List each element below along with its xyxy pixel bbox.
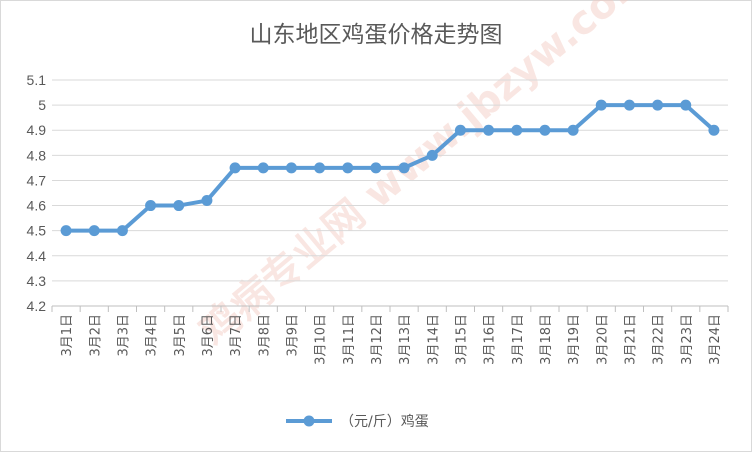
data-point bbox=[145, 200, 157, 212]
data-point bbox=[623, 99, 635, 111]
y-tick-label: 4.5 bbox=[27, 223, 47, 239]
x-tick-label: 3月15日 bbox=[454, 314, 469, 365]
data-point bbox=[342, 162, 354, 174]
data-point bbox=[483, 124, 495, 136]
x-tick-label: 3月3日 bbox=[116, 314, 131, 357]
x-tick-label: 3月22日 bbox=[652, 314, 667, 365]
x-tick-label: 3月24日 bbox=[708, 314, 723, 365]
x-tick-label: 3月21日 bbox=[623, 314, 638, 365]
data-point bbox=[454, 124, 466, 136]
data-point bbox=[116, 225, 128, 237]
x-tick-label: 3月11日 bbox=[342, 314, 357, 365]
y-tick-label: 4.9 bbox=[27, 122, 47, 138]
x-tick-label: 3月7日 bbox=[229, 314, 244, 357]
x-tick-label: 3月17日 bbox=[511, 314, 526, 365]
x-tick-label: 3月1日 bbox=[60, 314, 75, 357]
x-tick-label: 3月2日 bbox=[88, 314, 103, 357]
data-point bbox=[426, 149, 438, 161]
data-point bbox=[595, 99, 607, 111]
data-point bbox=[708, 124, 720, 136]
data-point bbox=[398, 162, 410, 174]
y-axis-ticks: 4.2 4.3 4.4 4.5 4.6 4.7 4.8 4.9 5 5.1 bbox=[27, 72, 47, 314]
data-point bbox=[567, 124, 579, 136]
data-point bbox=[680, 99, 692, 111]
data-point bbox=[652, 99, 664, 111]
data-point bbox=[511, 124, 523, 136]
x-tick-label: 3月6日 bbox=[201, 314, 216, 357]
data-point bbox=[229, 162, 241, 174]
series-egg-price bbox=[60, 99, 720, 237]
y-tick-label: 4.6 bbox=[27, 198, 47, 214]
chart-title: 山东地区鸡蛋价格走势图 bbox=[250, 22, 503, 48]
data-point bbox=[173, 200, 185, 212]
x-tick-label: 3月4日 bbox=[145, 314, 160, 357]
data-point bbox=[60, 225, 72, 237]
x-tick-label: 3月14日 bbox=[426, 314, 441, 365]
x-tick-label: 3月16日 bbox=[483, 314, 498, 365]
data-point bbox=[201, 195, 213, 207]
x-tick-label: 3月10日 bbox=[314, 314, 329, 365]
y-tick-label: 4.3 bbox=[27, 273, 47, 289]
legend-label: （元/斤）鸡蛋 bbox=[340, 413, 429, 430]
data-point bbox=[370, 162, 382, 174]
x-axis-ticks: 3月1日 3月2日 3月3日 3月4日 3月5日 3月6日 3月7日 3月8日 3月9日 3月10… bbox=[60, 314, 723, 365]
x-axis bbox=[51, 305, 729, 312]
data-point bbox=[539, 124, 551, 136]
x-tick-label: 3月9日 bbox=[285, 314, 300, 357]
x-tick-label: 3月13日 bbox=[398, 314, 413, 365]
x-tick-label: 3月12日 bbox=[370, 314, 385, 365]
x-tick-label: 3月5日 bbox=[173, 314, 188, 357]
data-point bbox=[314, 162, 326, 174]
data-point bbox=[88, 225, 100, 237]
watermark: 鸡病专业网 www.jbzyw.com 养殖业 bbox=[191, 0, 752, 355]
x-tick-label: 3月19日 bbox=[567, 314, 582, 365]
y-tick-label: 5 bbox=[38, 97, 46, 113]
data-point bbox=[285, 162, 297, 174]
legend: （元/斤）鸡蛋 bbox=[286, 413, 429, 430]
x-tick-label: 3月18日 bbox=[539, 314, 554, 365]
x-tick-label: 3月8日 bbox=[257, 314, 272, 357]
legend-marker bbox=[303, 415, 315, 427]
y-tick-label: 5.1 bbox=[27, 72, 47, 88]
x-tick-label: 3月23日 bbox=[680, 314, 695, 365]
y-tick-label: 4.2 bbox=[27, 298, 47, 314]
watermark-text: 鸡病专业网 www.jbzyw.com 养殖业 bbox=[191, 0, 752, 355]
data-point bbox=[257, 162, 269, 174]
y-tick-label: 4.4 bbox=[27, 248, 47, 264]
y-tick-label: 4.7 bbox=[27, 172, 47, 188]
y-tick-label: 4.8 bbox=[27, 147, 47, 163]
x-tick-label: 3月20日 bbox=[595, 314, 610, 365]
